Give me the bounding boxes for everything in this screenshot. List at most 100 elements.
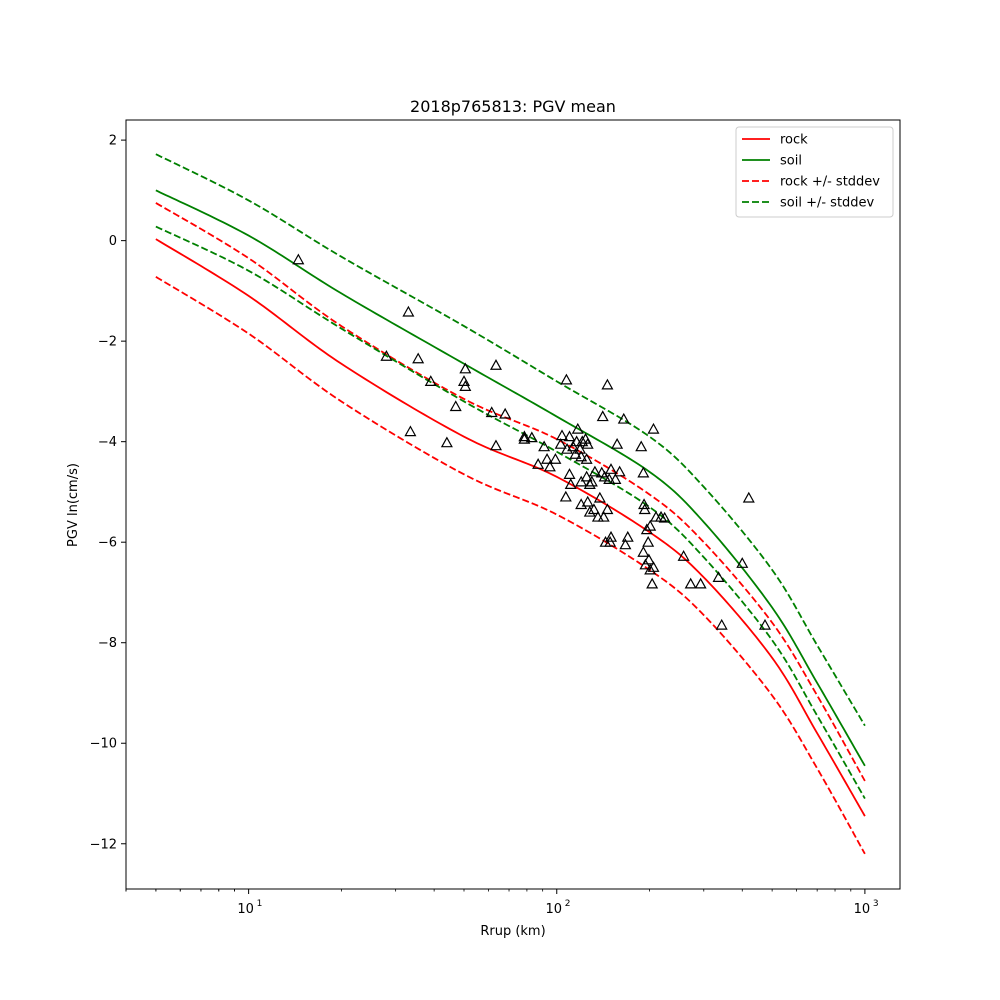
observation-point (601, 378, 614, 390)
y-axis: 2 0 −2 −4 −6 −8 −10 −12 (90, 134, 126, 852)
observation-point (412, 352, 425, 364)
observation-point (459, 380, 472, 391)
legend-label: rock (780, 133, 808, 148)
observation-point (571, 422, 584, 434)
legend-label: soil +/- stddev (780, 196, 875, 211)
observation-point (532, 458, 545, 469)
observation-point (637, 466, 650, 478)
legend-box (735, 126, 894, 218)
observation-point (549, 453, 562, 464)
observation-point (559, 490, 572, 502)
observation-point (684, 577, 697, 589)
observation-point (640, 523, 653, 535)
x-tick-exponent: 1 (257, 899, 263, 909)
x-tick-label: 10 (237, 902, 254, 917)
observation-point (560, 373, 573, 385)
observation-point (587, 503, 600, 515)
observation-point (613, 465, 626, 477)
observation-point (742, 491, 755, 503)
observation-point (644, 519, 657, 531)
observation-point (638, 503, 651, 515)
observation-point (611, 437, 624, 449)
legend: rock soil rock +/- stddev soil +/- stddev (735, 126, 894, 218)
observation-point (581, 495, 594, 507)
observation-point (715, 618, 728, 630)
y-tick-label: −6 (98, 536, 117, 551)
chart-title: 2018p765813: PGV mean (410, 97, 616, 116)
observation-point (593, 491, 606, 503)
y-tick-label: −12 (90, 837, 117, 852)
observation-point (644, 563, 657, 575)
observation-point (694, 577, 707, 589)
observation-point (440, 436, 453, 448)
y-tick-label: −10 (90, 737, 117, 752)
y-tick-label: 2 (109, 134, 117, 149)
observation-point (489, 439, 502, 451)
observation-point (485, 406, 498, 418)
y-axis-title: PGV ln(cm/s) (66, 463, 81, 547)
observation-point (647, 422, 660, 434)
observation-point (647, 561, 660, 572)
observation-point (489, 359, 502, 370)
y-tick-label: 0 (109, 234, 117, 249)
observation-point (554, 437, 567, 449)
observation-point (712, 571, 725, 582)
observation-point (525, 431, 538, 443)
observation-point (563, 468, 576, 479)
observation-point (603, 473, 616, 484)
series-line-0 (155, 238, 866, 817)
y-tick-label: −8 (98, 636, 117, 651)
axes-frame (125, 119, 901, 890)
observation-point (583, 478, 596, 489)
observation-point (596, 410, 609, 422)
observation-point (555, 429, 569, 441)
observation-point (564, 478, 577, 489)
x-axis-title: Rrup (km) (480, 924, 545, 939)
observation-point (658, 511, 671, 523)
observation-point (597, 510, 610, 522)
observation-point (638, 498, 651, 510)
observation-point (459, 362, 472, 374)
observation-point (580, 453, 593, 464)
x-tick-label: 10 (545, 902, 562, 917)
observation-point (655, 510, 668, 522)
observation-point (575, 450, 588, 462)
observation-point (292, 253, 305, 265)
observation-point (538, 440, 551, 452)
series-line-4 (155, 153, 866, 727)
observation-point (518, 430, 531, 442)
series-line-2 (155, 202, 866, 782)
series-line-3 (155, 276, 866, 855)
observation-point (642, 553, 655, 565)
observation-point (569, 448, 582, 459)
observation-point (604, 463, 618, 474)
observation-point (518, 432, 531, 444)
observation-point (609, 473, 622, 484)
observation-point (677, 550, 690, 561)
series-line-5 (155, 225, 866, 799)
observation-point (424, 375, 437, 386)
observation-point (588, 465, 601, 477)
observation-point (758, 618, 772, 630)
observation-point (404, 425, 417, 437)
observation-point (583, 505, 596, 517)
observation-point (642, 535, 655, 547)
observation-point (646, 577, 659, 589)
observation-point (563, 430, 576, 442)
x-tick-label: 10 (854, 902, 871, 917)
observation-point (736, 557, 749, 568)
legend-label: soil (780, 154, 802, 169)
observation-point (541, 453, 554, 464)
plot-area (155, 153, 866, 855)
observation-point (581, 437, 594, 449)
observation-point (543, 460, 556, 472)
x-tick-exponent: 2 (565, 899, 571, 909)
observation-point (457, 375, 471, 386)
observation-point (601, 503, 614, 515)
observation-point (604, 530, 618, 542)
observation-point (604, 535, 617, 547)
observation-point (449, 400, 462, 412)
legend-label: rock +/- stddev (780, 175, 880, 190)
observation-point (499, 407, 512, 419)
